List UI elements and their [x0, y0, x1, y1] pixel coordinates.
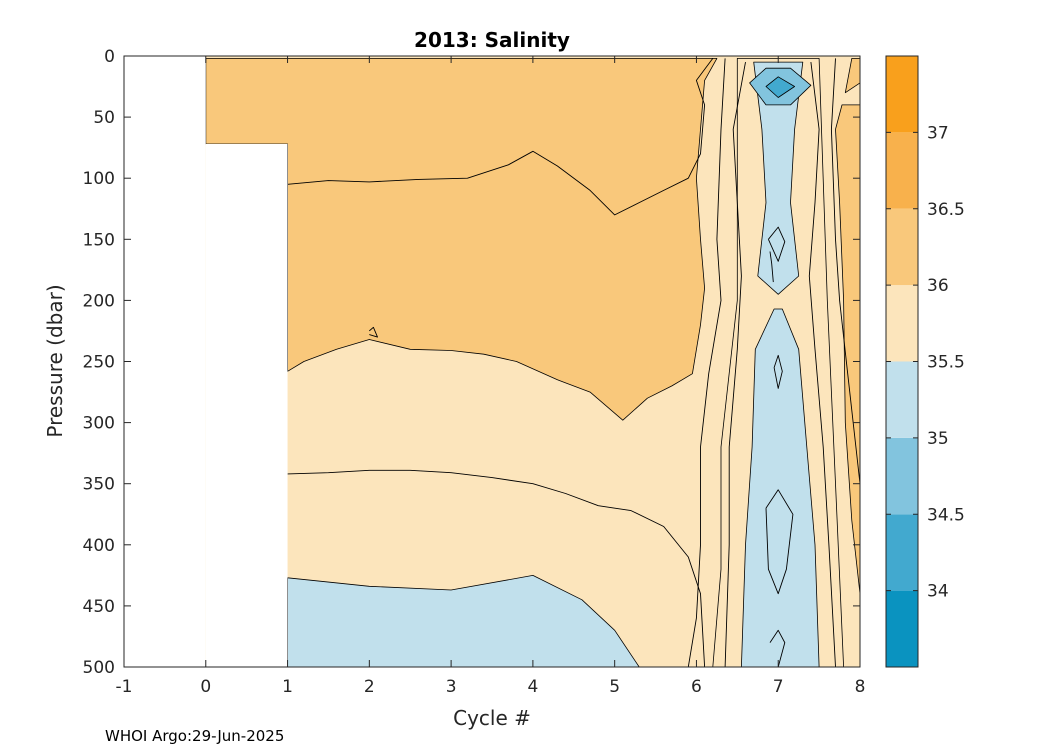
- no-data-layer: [124, 56, 288, 667]
- contour-lines-layer: [287, 58, 860, 667]
- colorbar-band-5: [886, 208, 918, 286]
- x-axis-label: Cycle #: [453, 706, 531, 730]
- colorbar-tick-label: 36.5: [927, 200, 965, 220]
- colorbar-band-7: [886, 56, 918, 133]
- y-tick-label: 150: [83, 230, 115, 250]
- no-data-region-1: [205, 143, 288, 667]
- contour-region-34-6: [765, 76, 795, 98]
- colorbar-ticks: 34 34.5 35 35.5 36 36.5 37: [886, 123, 965, 602]
- colorbar-tick-label: 37: [927, 123, 949, 143]
- x-tick-label: 6: [691, 677, 702, 697]
- contour-line-6: [767, 226, 786, 262]
- colorbar: 34 34.5 35 35.5 36 36.5 37: [885, 55, 965, 668]
- x-tick-label: 4: [527, 677, 538, 697]
- contour-line-8: [765, 489, 794, 595]
- y-tick-label: 200: [83, 291, 115, 311]
- colorbar-frame: [885, 55, 919, 668]
- x-tick-label: 0: [200, 677, 211, 697]
- contour-region-35-4: [741, 308, 820, 667]
- y-tick-label: 300: [83, 414, 115, 434]
- colorbar-bands: [886, 56, 918, 667]
- colorbar-tick-label: 34.5: [927, 505, 965, 525]
- colorbar-band-2: [886, 437, 918, 515]
- colorbar-band-3: [886, 361, 918, 438]
- no-data-region-0: [124, 56, 206, 667]
- y-tick-label: 50: [93, 108, 115, 128]
- y-axis-label: Pressure (dbar): [43, 284, 67, 437]
- contour-region-35-1: [287, 575, 640, 667]
- contour-line-2: [687, 58, 726, 667]
- y-tick-label: 500: [83, 658, 115, 678]
- footer-text: WHOI Argo:29-Jun-2025: [105, 727, 284, 745]
- y-axis: 0 50 100 150 200 250 300 350 400 450 500: [83, 47, 860, 678]
- plot-area: [123, 55, 861, 668]
- contour-line-7: [773, 354, 783, 389]
- y-tick-label: 400: [83, 536, 115, 556]
- x-tick-label: 8: [855, 677, 866, 697]
- x-tick-label: 3: [446, 677, 457, 697]
- contour-line-4: [808, 62, 836, 667]
- contour-region-36-8: [844, 58, 860, 94]
- colorbar-band-4: [886, 285, 918, 362]
- y-tick-label: 350: [83, 475, 115, 495]
- contour-line-0: [287, 58, 714, 216]
- y-tick-label: 250: [83, 353, 115, 373]
- colorbar-band-6: [886, 132, 918, 209]
- x-tick-label: -1: [116, 677, 133, 697]
- y-tick-label: 450: [83, 597, 115, 617]
- contour-line-10: [769, 251, 774, 283]
- contour-line-3: [830, 58, 860, 484]
- colorbar-band-0: [886, 590, 918, 667]
- contour-line-9: [769, 629, 786, 667]
- y-tick-label: 0: [104, 47, 115, 67]
- x-tick-label: 2: [364, 677, 375, 697]
- contour-region-36-0: [205, 58, 718, 421]
- x-tick-label: 7: [773, 677, 784, 697]
- contour-line-11: [369, 326, 378, 338]
- colorbar-tick-label: 36: [927, 276, 949, 296]
- y-tick-label: 100: [83, 169, 115, 189]
- contour-line-5: [724, 62, 746, 667]
- colorbar-tick-label: 35: [927, 429, 949, 449]
- colorbar-tick-label: 35.5: [927, 353, 965, 373]
- x-axis: -1 0 1 2 3 4 5 6 7 8: [116, 56, 866, 697]
- contour-line-1: [287, 469, 706, 667]
- colorbar-band-1: [886, 514, 918, 591]
- chart-title: 2013: Salinity: [414, 28, 570, 52]
- x-tick-label: 5: [609, 677, 620, 697]
- x-tick-label: 1: [282, 677, 293, 697]
- colorbar-tick-label: 34: [927, 582, 949, 602]
- contour-region-36-7: [835, 104, 860, 595]
